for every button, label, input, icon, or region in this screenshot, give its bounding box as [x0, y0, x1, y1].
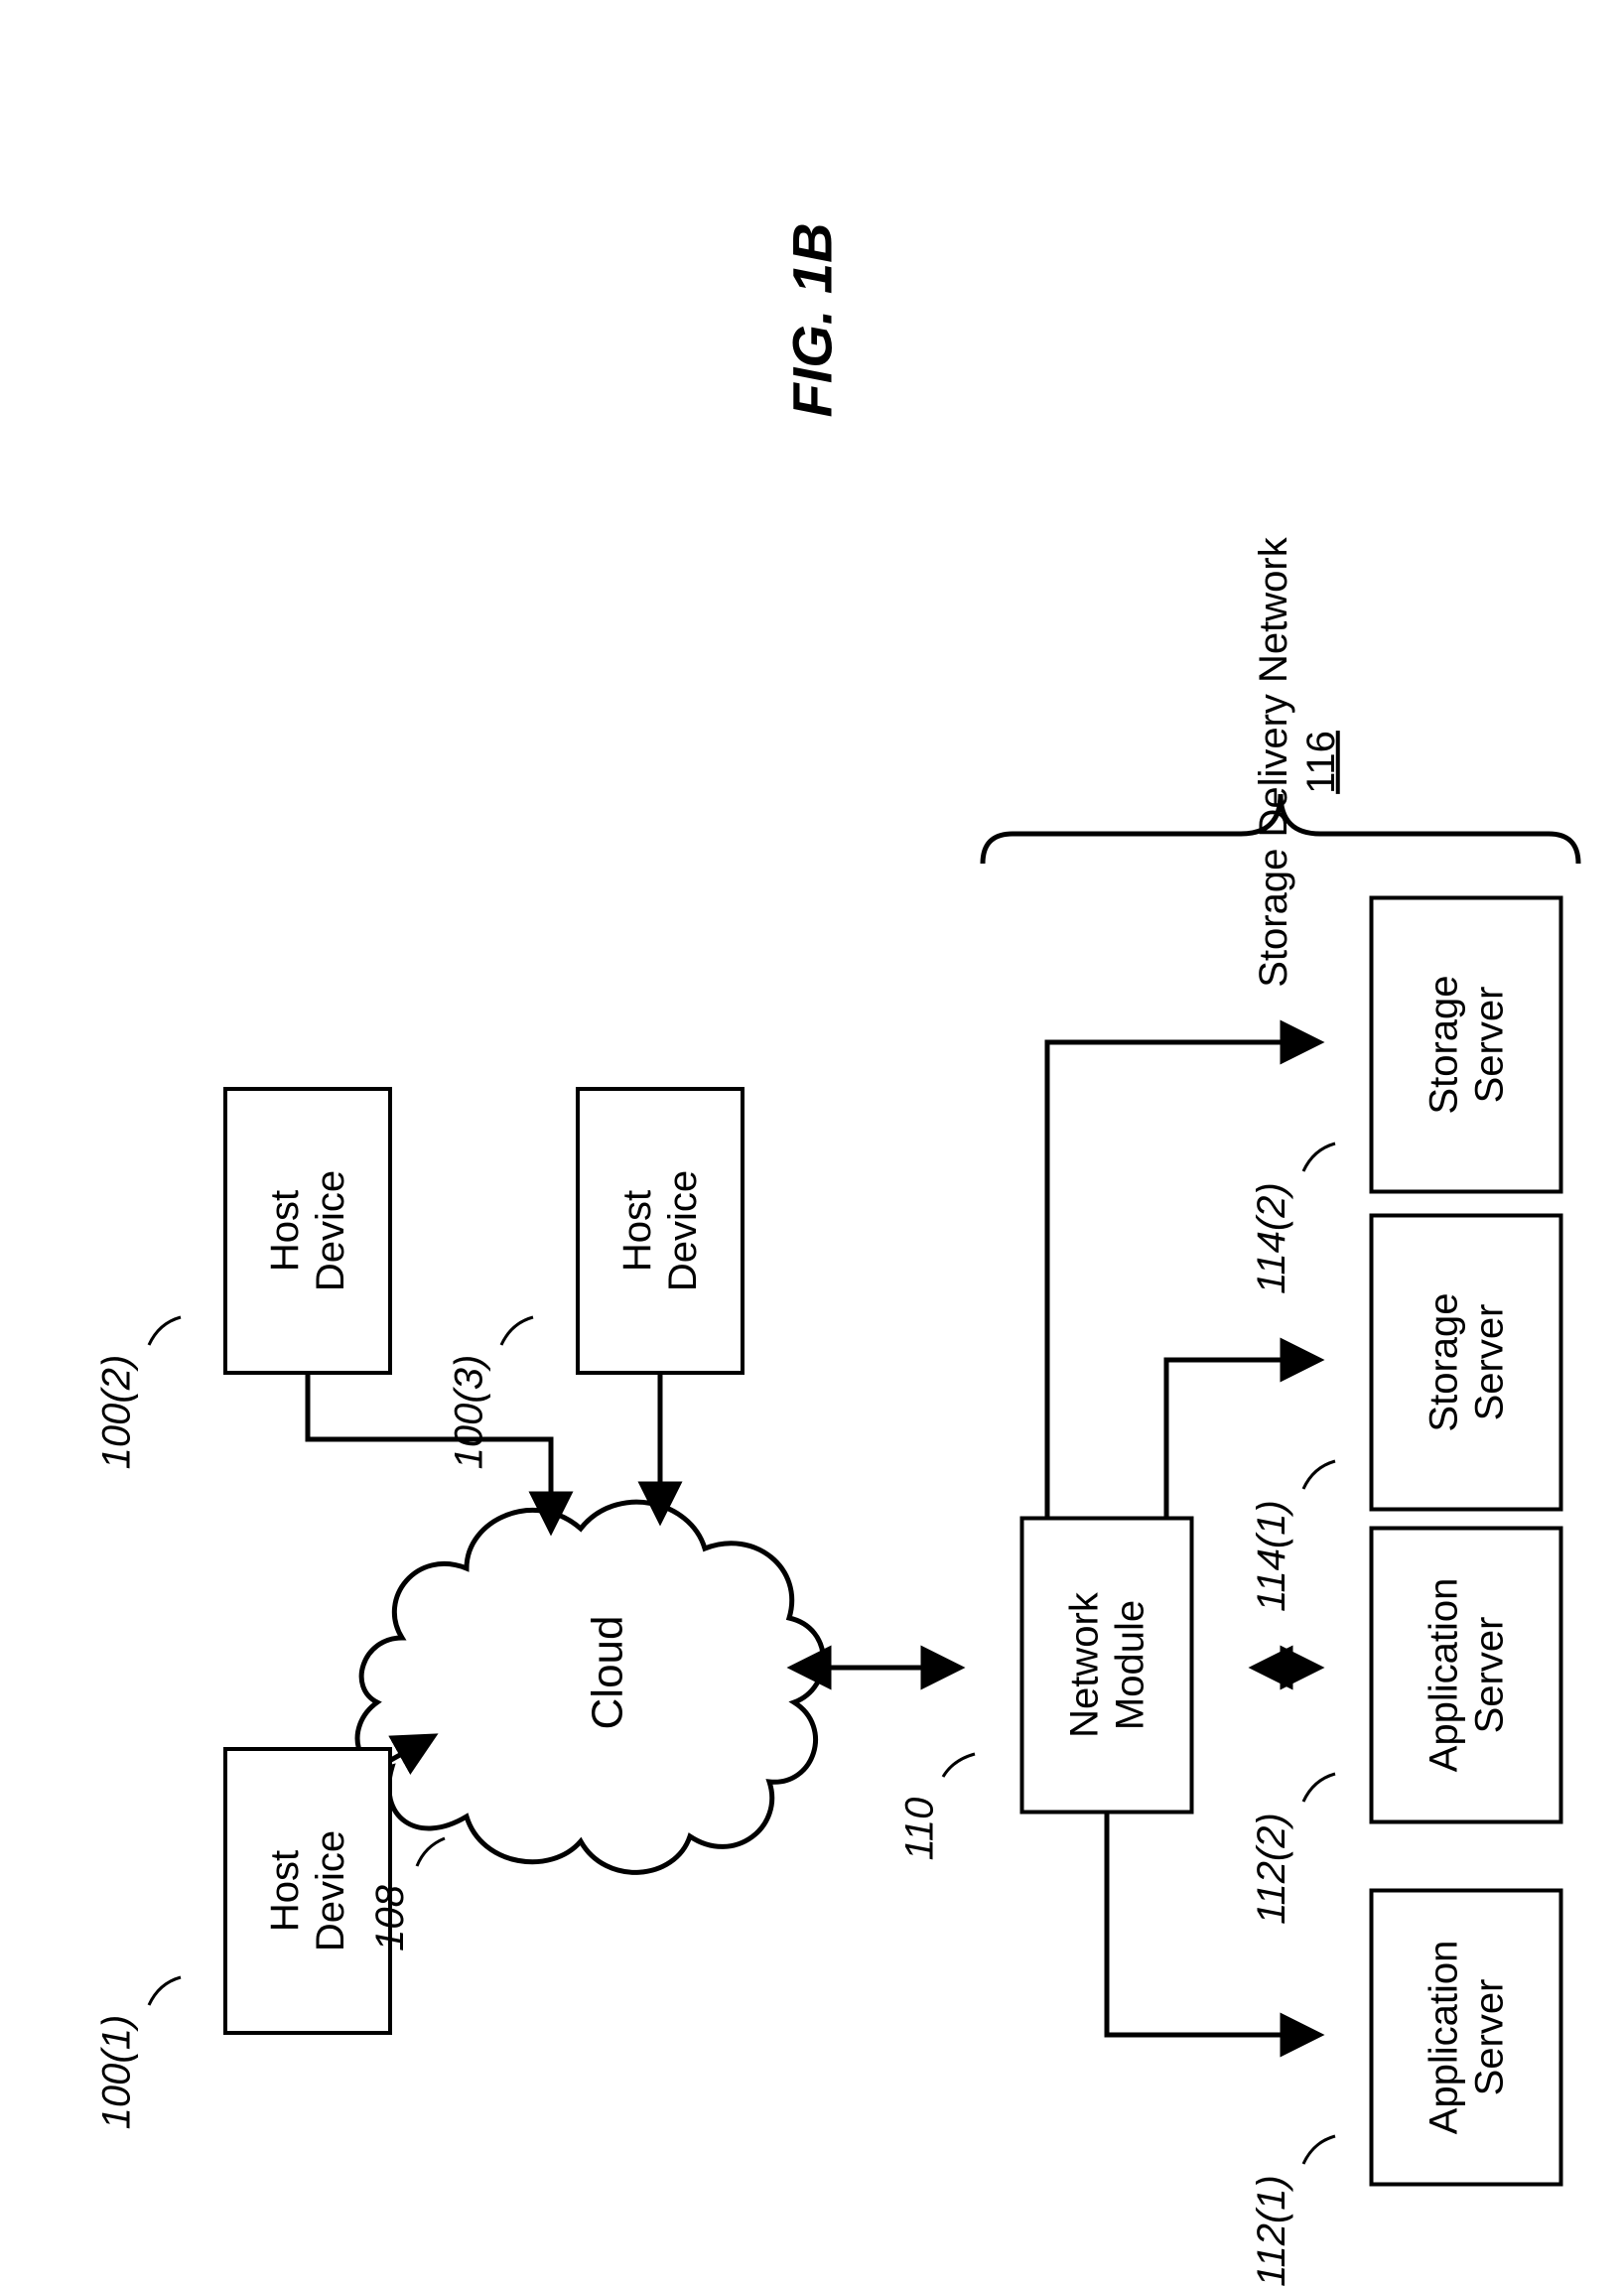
ref-112-2: 112(2): [1250, 1813, 1294, 1925]
sdn-line1: Storage Delivery Network: [1252, 537, 1295, 988]
ref-100-3: 100(3): [447, 1355, 491, 1470]
leader-114-1: [1303, 1461, 1335, 1489]
leader-114-2: [1303, 1144, 1335, 1171]
network-module: NetworkModule: [1020, 1517, 1194, 1815]
app2-line1: Application: [1421, 1578, 1465, 1773]
storage-server-1: StorageServer: [1370, 1214, 1563, 1512]
ref-108: 108: [368, 1885, 413, 1951]
app1-line1: Application: [1421, 1941, 1465, 2135]
ref-114-1: 114(1): [1250, 1500, 1294, 1612]
leader-112-2: [1303, 1774, 1335, 1802]
application-server-2: ApplicationServer: [1370, 1527, 1563, 1824]
ref-112-1: 112(1): [1250, 2175, 1294, 2287]
ref-100-2: 100(2): [94, 1355, 139, 1470]
figure-label: FIG. 1B: [780, 222, 845, 417]
netmod-line2: Module: [1108, 1600, 1151, 1730]
leader-112-1: [1303, 2136, 1335, 2164]
leader-100-3: [501, 1317, 533, 1345]
host2-line2: Device: [309, 1170, 352, 1291]
leader-100-2: [149, 1317, 181, 1345]
stor1-line1: Storage: [1421, 1292, 1465, 1431]
cloud-label: Cloud: [583, 1616, 632, 1730]
stor2-line2: Server: [1467, 987, 1511, 1104]
sdn-label: Storage Delivery Network 116: [1250, 537, 1345, 988]
sdn-line2: 116: [1299, 731, 1343, 794]
app1-line2: Server: [1467, 1979, 1511, 2096]
ref-110: 110: [897, 1798, 942, 1861]
stor1-line2: Server: [1467, 1304, 1511, 1421]
stor2-line1: Storage: [1421, 975, 1465, 1114]
host2-line1: Host: [263, 1190, 307, 1272]
leader-110: [943, 1754, 975, 1777]
leader-108: [417, 1838, 445, 1866]
edge-netmod-stor2: [1047, 1042, 1317, 1578]
application-server-1: ApplicationServer: [1370, 1889, 1563, 2187]
ref-114-2: 114(2): [1250, 1182, 1294, 1294]
app2-line2: Server: [1467, 1617, 1511, 1734]
netmod-line1: Network: [1062, 1592, 1106, 1738]
host-device-2: HostDevice: [223, 1087, 392, 1375]
host-device-3: HostDevice: [576, 1087, 744, 1375]
host1-line2: Device: [309, 1830, 352, 1951]
ref-100-1: 100(1): [94, 2015, 139, 2130]
leader-100-1: [149, 1977, 181, 2005]
host1-line1: Host: [263, 1850, 307, 1932]
host3-line2: Device: [661, 1170, 705, 1291]
host-device-1: HostDevice: [223, 1747, 392, 2035]
host3-line1: Host: [615, 1190, 659, 1272]
storage-server-2: StorageServer: [1370, 896, 1563, 1194]
